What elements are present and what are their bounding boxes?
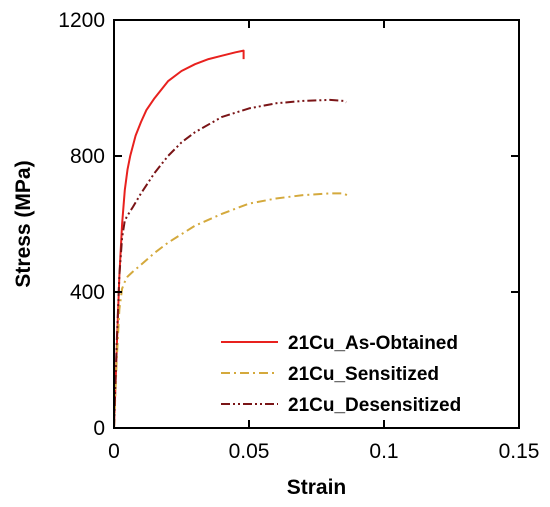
legend-label-2: 21Cu_Sensitized	[288, 364, 439, 385]
legend-label-3: 21Cu_Desensitized	[288, 395, 461, 416]
series-line-2	[114, 192, 350, 428]
plot-frame	[113, 19, 520, 429]
legend: 21Cu_As-Obtained 21Cu_Sensitized 21Cu_Dese…	[221, 333, 461, 416]
series-layer	[114, 49, 350, 428]
x-tick-label: 0.05	[229, 440, 270, 463]
x-axis-title: Strain	[287, 476, 347, 499]
x-tick-label: 0.15	[499, 440, 540, 463]
x-tick-label: 0	[108, 440, 120, 463]
y-tick-label: 800	[70, 145, 105, 168]
x-tick-label: 0.1	[369, 440, 398, 463]
y-tick-label: 0	[93, 417, 105, 440]
series-line-3	[114, 98, 347, 428]
y-axis-title: Stress (MPa)	[12, 160, 35, 287]
legend-label-1: 21Cu_As-Obtained	[288, 333, 458, 354]
y-tick-label: 1200	[58, 9, 105, 32]
series-line-1	[114, 49, 245, 428]
y-tick-label: 400	[70, 281, 105, 304]
ticks-layer: 0 0.05 0.1 0.15 0 400 800 1200	[58, 9, 539, 463]
